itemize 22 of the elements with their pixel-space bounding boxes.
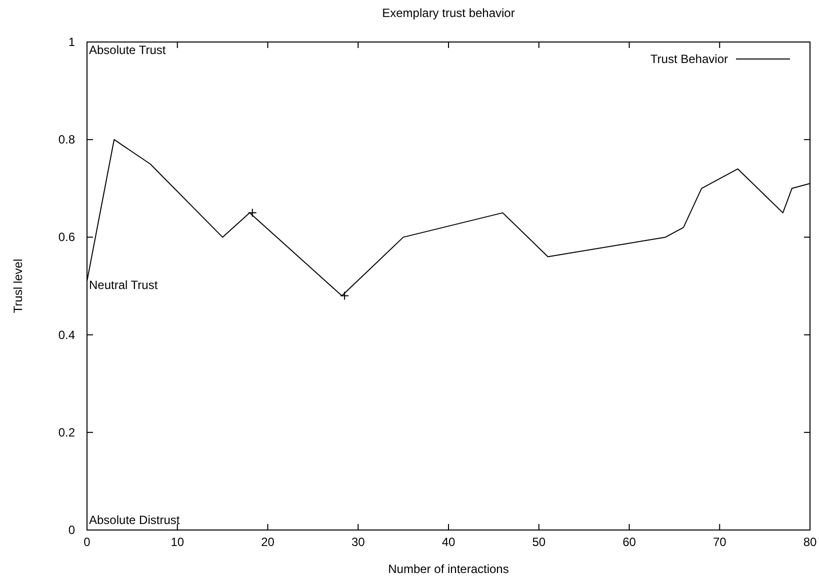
legend-label: Trust Behavior (650, 52, 728, 66)
x-tick-label: 80 (803, 535, 817, 549)
y-axis-title: Trusl level (11, 258, 25, 314)
annotation: Absolute Distrust (89, 513, 180, 527)
x-tick-label: 50 (532, 535, 546, 549)
x-tick-label: 40 (442, 535, 456, 549)
y-tick-label: 0.6 (58, 230, 76, 244)
y-tick-label: 0.8 (58, 132, 76, 147)
x-axis-title: Number of interactions (388, 562, 509, 576)
y-tick-label: 0 (68, 523, 76, 537)
x-tick-label: 10 (170, 535, 184, 549)
x-tick-label: 30 (351, 535, 366, 549)
x-tick-label: 0 (84, 535, 91, 549)
y-tick-label: 1 (68, 35, 76, 49)
x-tick-label: 20 (261, 535, 275, 549)
annotation: Neutral Trust (89, 278, 158, 292)
chart-title: Exemplary trust behavior (382, 6, 515, 20)
y-tick-label: 0.4 (58, 328, 76, 342)
annotation: Absolute Trust (89, 43, 166, 57)
y-tick-label: 0.2 (58, 425, 76, 440)
x-tick-label: 60 (622, 535, 636, 549)
x-tick-label: 70 (712, 535, 727, 549)
